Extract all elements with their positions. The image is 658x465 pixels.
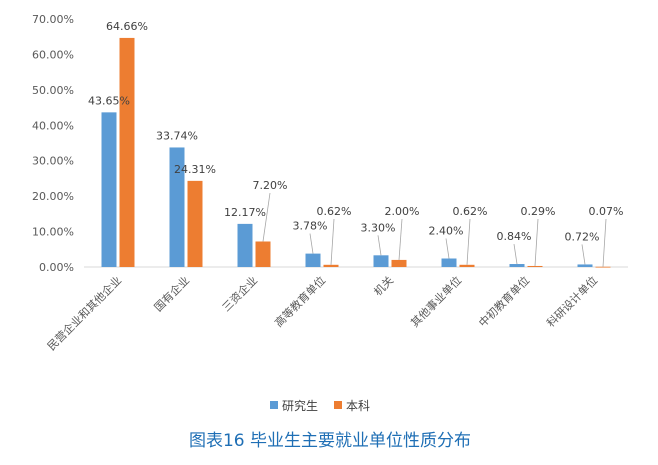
leader-line xyxy=(309,233,314,254)
bar-graduate xyxy=(373,255,389,267)
category-label: 民营企业和其他企业 xyxy=(44,273,124,353)
leader-line xyxy=(262,192,271,242)
category-label: 三资企业 xyxy=(219,273,260,314)
leader-line xyxy=(534,218,539,266)
bar-undergraduate xyxy=(323,264,339,267)
bar-graduate xyxy=(237,223,253,267)
y-tick-label: 0.00% xyxy=(39,261,74,274)
data-label-graduate: 12.17% xyxy=(224,206,266,219)
legend-label-graduate: 研究生 xyxy=(282,398,318,413)
bar-undergraduate xyxy=(459,264,475,267)
data-label-graduate: 2.40% xyxy=(429,224,464,237)
data-label-undergraduate: 24.31% xyxy=(174,163,216,176)
data-label-graduate: 0.84% xyxy=(497,230,532,243)
data-label-undergraduate: 7.20% xyxy=(253,179,288,192)
category-label: 国有企业 xyxy=(151,273,192,314)
data-label-undergraduate: 2.00% xyxy=(385,205,420,218)
leader-line xyxy=(445,238,450,259)
chart-legend: 研究生 本科 xyxy=(270,398,370,413)
figure-caption: 图表16 毕业生主要就业单位性质分布 xyxy=(189,431,471,451)
data-label-graduate: 33.74% xyxy=(156,129,198,142)
data-label-graduate: 3.30% xyxy=(361,221,396,234)
category-label: 中初教育单位 xyxy=(476,273,533,330)
data-label-undergraduate: 0.62% xyxy=(453,205,488,218)
legend-swatch-graduate xyxy=(270,401,278,409)
bar-graduate xyxy=(441,258,457,267)
data-label-graduate: 43.65% xyxy=(88,94,130,107)
bar-undergraduate xyxy=(187,180,203,267)
bar-graduate xyxy=(577,264,593,267)
leader-line xyxy=(398,218,403,260)
data-label-graduate: 0.72% xyxy=(565,230,600,243)
chart-bars xyxy=(101,37,611,268)
leader-line xyxy=(602,218,607,267)
leader-line xyxy=(330,218,335,265)
leader-line xyxy=(513,243,518,265)
bar-graduate xyxy=(169,147,185,267)
bar-graduate xyxy=(305,253,321,267)
bar-undergraduate xyxy=(255,241,271,267)
y-tick-label: 10.00% xyxy=(32,226,74,239)
leader-lines xyxy=(262,192,607,267)
bar-graduate xyxy=(509,264,525,267)
leader-line xyxy=(581,244,586,265)
bar-undergraduate xyxy=(391,259,407,267)
category-label: 科研设计单位 xyxy=(544,273,601,330)
leader-line xyxy=(466,218,471,265)
y-tick-label: 70.00% xyxy=(32,13,74,26)
category-label: 其他事业单位 xyxy=(408,273,465,330)
bar-undergraduate xyxy=(119,37,135,268)
data-label-undergraduate: 0.07% xyxy=(589,205,624,218)
data-label-undergraduate: 0.62% xyxy=(317,205,352,218)
data-label-undergraduate: 0.29% xyxy=(521,205,556,218)
data-labels: 43.65% 33.74% 12.17% 3.78% 3.30% 2.40% 0.84% 0.… xyxy=(88,20,623,244)
y-tick-label: 20.00% xyxy=(32,190,74,203)
bar-undergraduate xyxy=(595,266,611,268)
category-labels: 民营企业和其他企业 国有企业 三资企业 高等教育单位 机关 其他事业单位 中初教育单位 科研设… xyxy=(44,273,600,353)
data-label-undergraduate: 64.66% xyxy=(106,20,148,33)
bar-graduate xyxy=(101,112,117,268)
legend-label-undergraduate: 本科 xyxy=(346,399,370,413)
y-tick-label: 40.00% xyxy=(32,119,74,132)
y-tick-label: 60.00% xyxy=(32,48,74,61)
data-label-graduate: 3.78% xyxy=(293,220,328,233)
bar-undergraduate xyxy=(527,265,543,267)
legend-swatch-undergraduate xyxy=(334,401,342,409)
leader-line xyxy=(377,235,382,256)
y-tick-label: 50.00% xyxy=(32,84,74,97)
category-label: 机关 xyxy=(371,273,396,298)
y-tick-label: 30.00% xyxy=(32,155,74,168)
category-label: 高等教育单位 xyxy=(272,273,329,330)
